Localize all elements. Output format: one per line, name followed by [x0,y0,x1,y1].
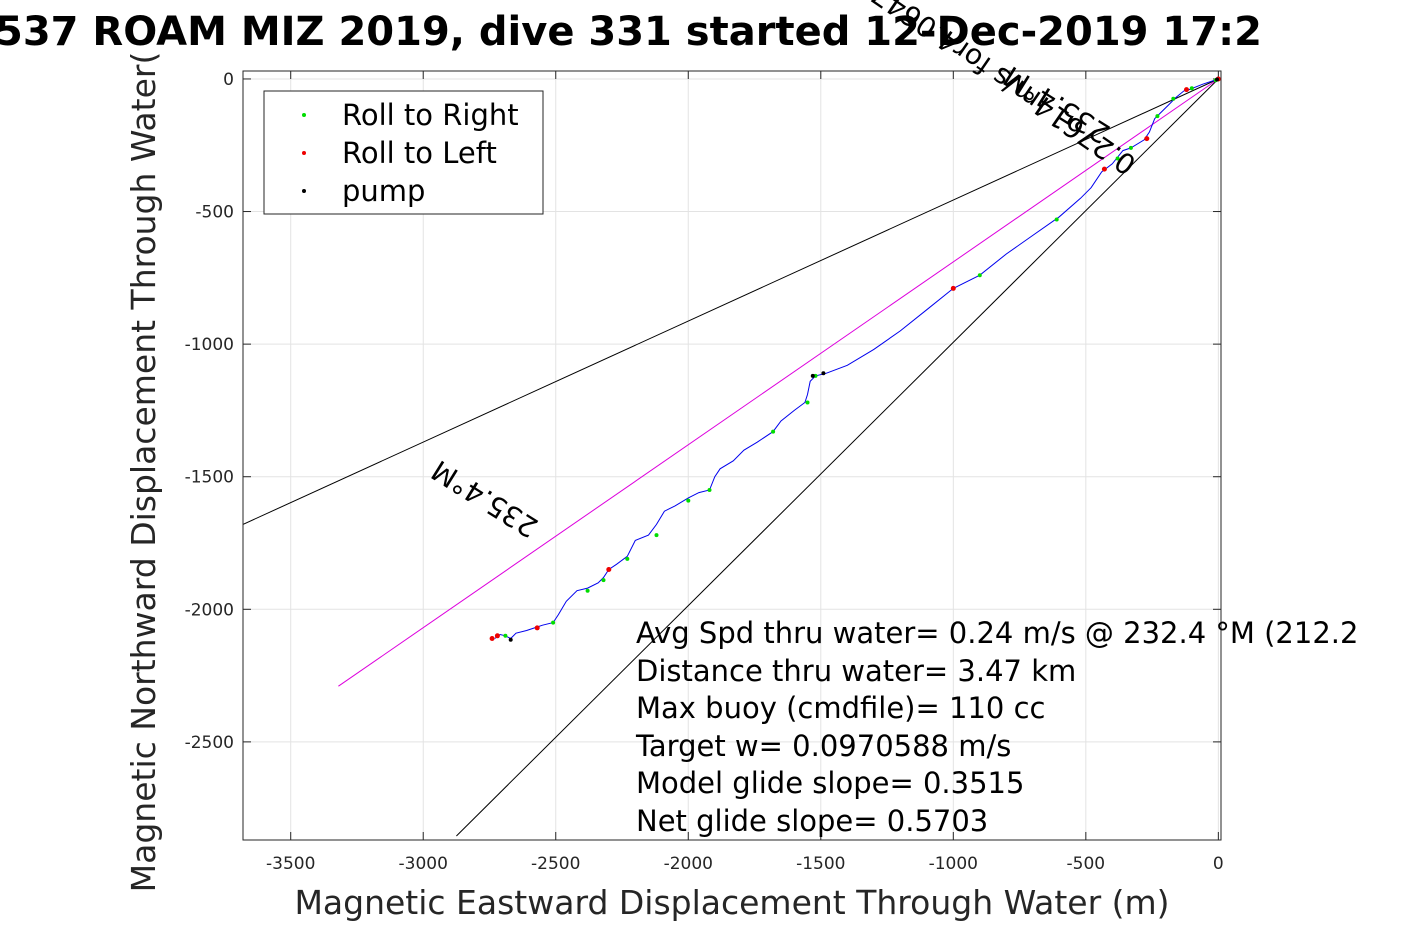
legend-label-pump: pump [342,174,425,208]
x-tick-label: -1500 [796,854,845,874]
glider-track-line [494,78,1219,640]
roll-right-point [503,633,508,638]
roll-right-point [805,400,810,405]
legend-box [263,90,544,215]
roll-left-point [1144,136,1150,142]
x-tick-label: 0 [1213,854,1224,874]
info-line-target-w: Target w= 0.0970588 m/s [635,729,1011,763]
roll-right-point [1115,156,1120,161]
x-tick-label: -2000 [664,854,713,874]
grid-lines [243,71,1221,840]
roll-left-point [606,567,612,572]
track-markers [489,76,1221,642]
roll-left-point [494,633,500,639]
roll-left-point [1184,87,1189,93]
reference-lines [243,78,1219,837]
pump-point [1215,77,1219,82]
roll-right-point [1128,145,1133,150]
legend-label-roll-right: Roll to Right [342,98,519,132]
y-tick-label: 0 [223,70,234,90]
roll-right-point [1155,114,1160,119]
info-block: Avg Spd thru water= 0.24 m/s @ 232.4 °M … [635,616,1358,838]
legend-marker-roll-right [302,113,306,117]
upper-bound-line [243,78,1219,525]
chart-title: 537 ROAM MIZ 2019, dive 331 started 12-D… [0,9,1262,55]
axis-ticks: -3500 -3000 -2500 -2000 -1500 -1000 -500 0 0 -500… [185,70,1224,874]
y-tick-label: -1000 [185,335,234,355]
roll-right-point [686,498,691,503]
y-tick-label: -2500 [185,733,234,753]
legend-marker-roll-left [302,151,306,155]
roll-right-point [601,578,606,583]
info-line-distance: Distance thru water= 3.47 km [636,654,1076,688]
pump-point [810,373,815,378]
lower-bound-line [456,78,1219,837]
roll-right-point [707,488,712,492]
plot-frame [242,70,1222,841]
info-line-net-glide: Net glide slope= 0.5703 [636,804,988,838]
info-line-avg-speed: Avg Spd thru water= 0.24 m/s @ 232.4 °M … [636,616,1358,650]
legend: Roll to Right Roll to Left pump [263,90,544,215]
roll-left-point [950,285,956,291]
legend-marker-pump [302,189,306,193]
x-tick-label: -3000 [399,854,448,874]
roll-left-point [489,636,495,641]
legend-label-roll-left: Roll to Left [342,136,497,170]
pump-point [821,371,826,376]
info-line-model-glide: Model glide slope= 0.3515 [636,766,1024,800]
roll-left-point [1101,166,1107,172]
roll-right-point [1054,217,1059,222]
y-tick-label: -500 [195,203,234,223]
roll-right-point [551,620,556,625]
x-tick-label: -3500 [266,854,315,874]
x-axis-label: Magnetic Eastward Displacement Through W… [294,883,1169,922]
info-line-max-buoy: Max buoy (cmdfile)= 110 cc [636,691,1045,725]
x-tick-label: -1000 [929,854,978,874]
roll-right-point [771,429,776,434]
x-tick-label: -500 [1067,854,1106,874]
pump-point [508,637,513,642]
roll-right-point [585,588,590,593]
x-tick-label: -2500 [531,854,580,874]
roll-right-point [625,556,630,561]
roll-right-point [1171,96,1176,101]
roll-left-point [534,625,540,631]
avg-heading-line [338,78,1219,687]
roll-right-point [654,533,659,538]
roll-right-point [1189,86,1194,91]
y-tick-label: -1500 [185,468,234,488]
y-tick-label: -2000 [185,600,234,620]
y-axis-label: Magnetic Northward Displacement Through … [124,52,163,893]
roll-right-point [977,273,982,278]
